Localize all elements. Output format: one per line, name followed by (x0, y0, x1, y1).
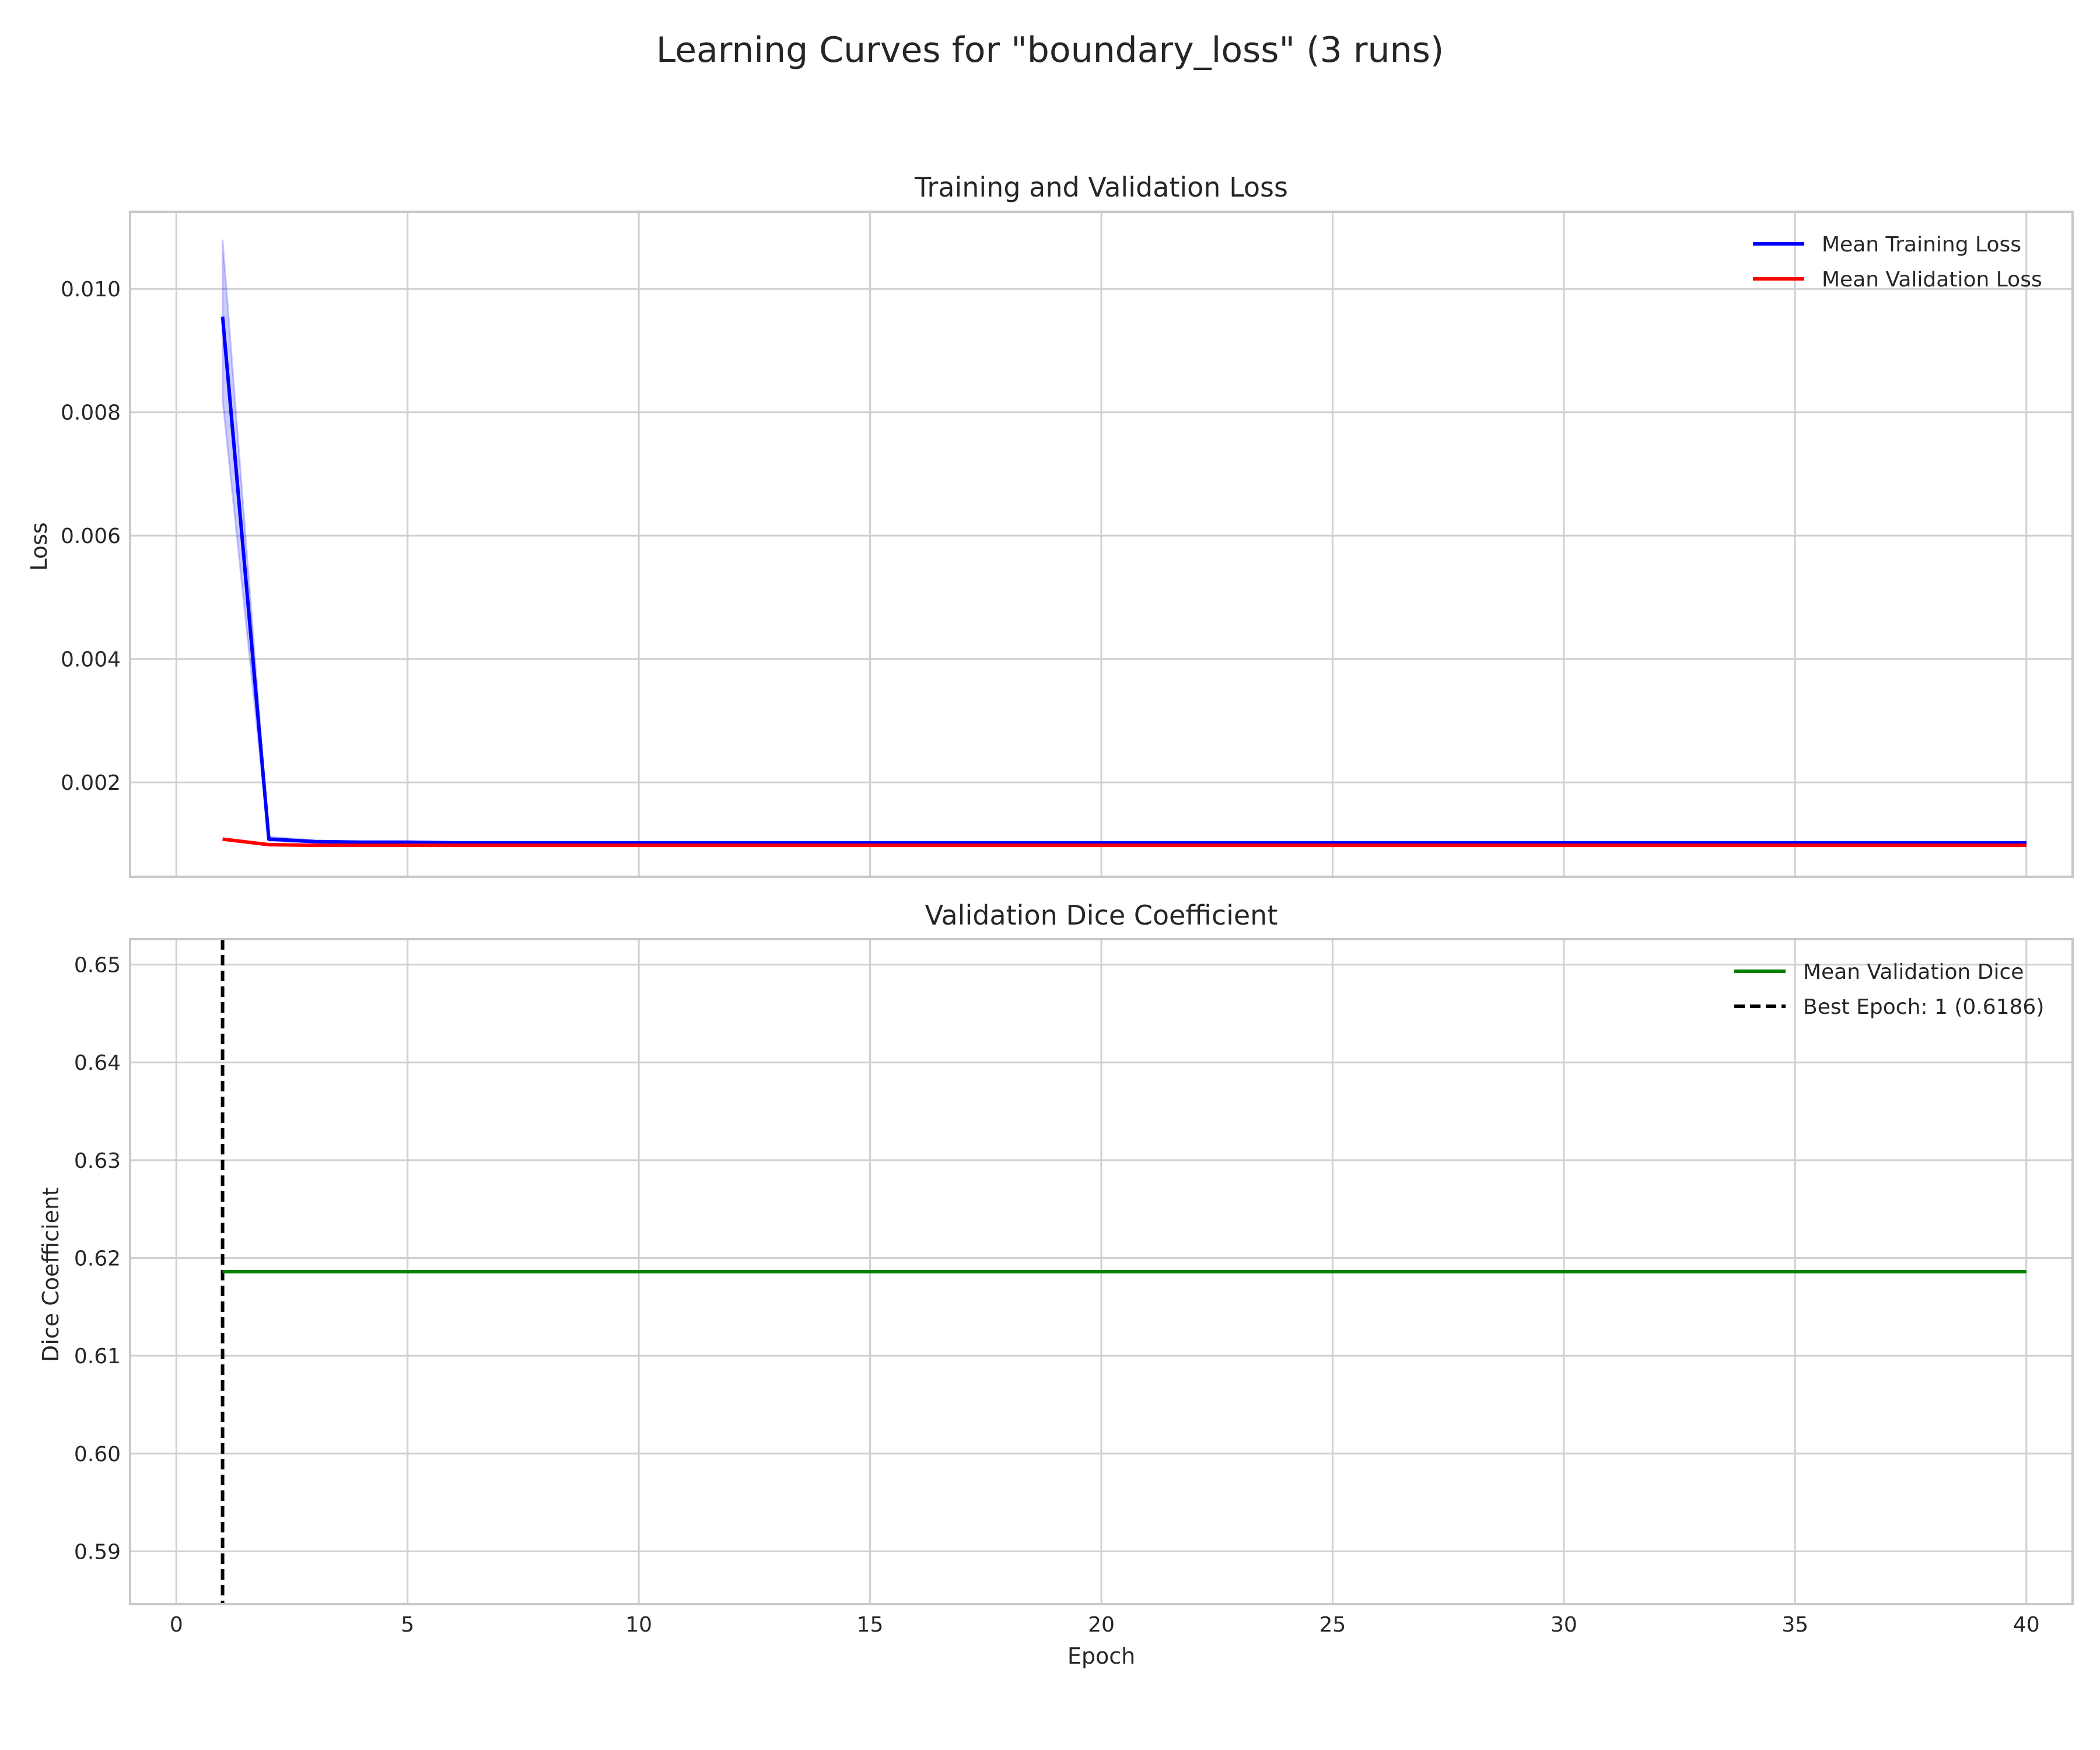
x-tick-label: 40 (2013, 1613, 2040, 1637)
loss-panel: Training and Validation Loss Loss 0.0020… (26, 172, 2074, 878)
dice-plot-frame (129, 938, 2074, 1605)
loss-y-tick-label: 0.006 (61, 524, 121, 548)
loss-gridlines (130, 212, 2073, 877)
dice-y-tick-label: 0.64 (74, 1051, 121, 1075)
x-tick-label: 15 (857, 1613, 884, 1637)
figure-title: Learning Curves for "boundary_loss" (3 r… (656, 30, 1444, 71)
x-tick-label: 30 (1550, 1613, 1577, 1637)
loss-line-series-0 (220, 316, 2027, 845)
x-axis-label: Epoch (1068, 1643, 1135, 1669)
dice-panel: Validation Dice Coefficient Dice Coeffic… (38, 900, 2074, 1669)
dice-panel-title: Validation Dice Coefficient (925, 900, 1278, 931)
legend-label-training-loss: Mean Training Loss (1822, 233, 2021, 257)
x-tick-label: 25 (1320, 1613, 1346, 1637)
loss-y-tick-label: 0.008 (61, 401, 121, 425)
loss-panel-title: Training and Validation Loss (914, 172, 1288, 203)
dice-legend: Mean Validation Dice Best Epoch: 1 (0.61… (1734, 960, 2044, 1019)
legend-label-validation-loss: Mean Validation Loss (1822, 268, 2042, 292)
x-tick-label: 35 (1782, 1613, 1808, 1637)
dice-y-tick-label: 0.65 (74, 954, 121, 978)
loss-plot-frame (129, 211, 2074, 878)
loss-y-tick-label: 0.004 (61, 648, 121, 672)
dice-series (220, 939, 2027, 1604)
dice-y-axis-label: Dice Coefficient (38, 1187, 64, 1362)
dice-y-tick-label: 0.61 (74, 1345, 121, 1368)
loss-series (220, 239, 2028, 848)
loss-y-tick-label: 0.010 (61, 278, 121, 302)
loss-legend: Mean Training Loss Mean Validation Loss (1753, 233, 2042, 292)
legend-label-best-epoch: Best Epoch: 1 (0.6186) (1803, 995, 2044, 1019)
dice-y-tick-label: 0.60 (74, 1443, 121, 1466)
dice-y-ticks: 0.59 0.60 0.61 0.62 0.63 0.64 0.65 (74, 954, 121, 1564)
dice-y-tick-label: 0.63 (74, 1149, 121, 1173)
loss-line-series-1 (222, 837, 2027, 848)
dice-y-tick-label: 0.62 (74, 1247, 121, 1271)
loss-y-tick-label: 0.002 (61, 771, 121, 795)
x-tick-label: 20 (1088, 1613, 1115, 1637)
dice-y-tick-label: 0.59 (74, 1540, 121, 1564)
dice-gridlines (130, 939, 2073, 1604)
x-tick-label: 5 (401, 1613, 414, 1637)
loss-y-axis-label: Loss (26, 522, 52, 570)
x-ticks: 0 5 10 15 20 25 30 35 40 (170, 1613, 2040, 1637)
x-tick-label: 0 (170, 1613, 183, 1637)
legend-label-validation-dice: Mean Validation Dice (1803, 960, 2024, 984)
loss-y-ticks: 0.002 0.004 0.006 0.008 0.010 (61, 278, 121, 795)
x-tick-label: 10 (625, 1613, 652, 1637)
